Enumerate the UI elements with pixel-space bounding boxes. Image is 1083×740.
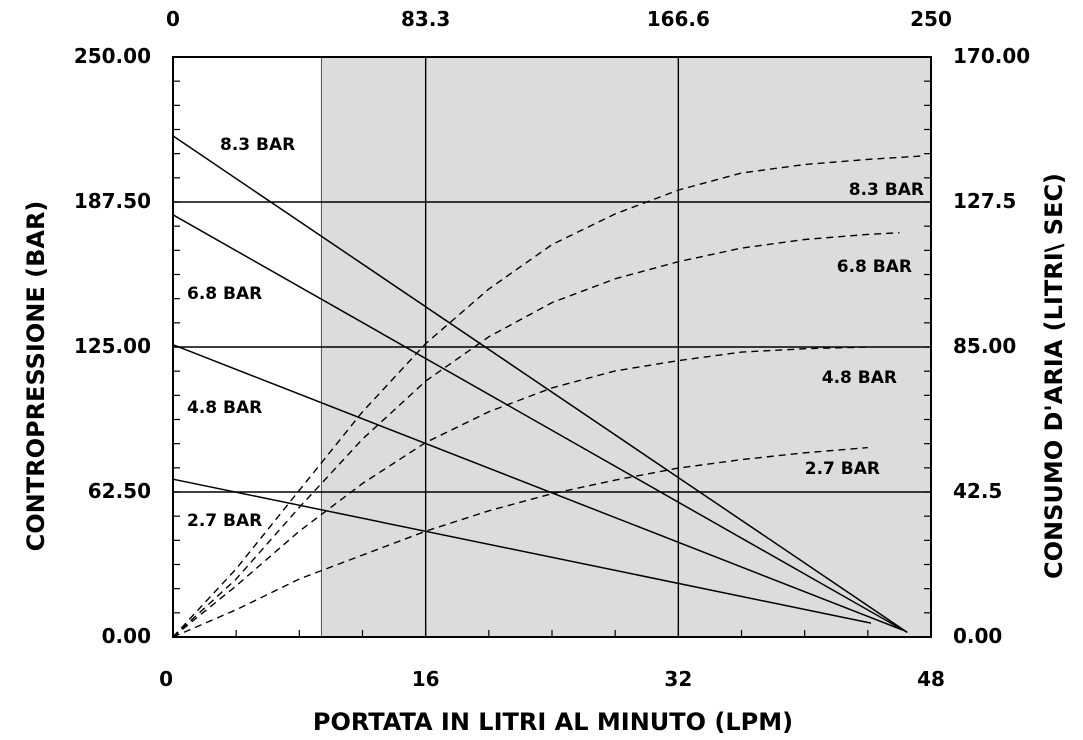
pressure-line-48 (172, 344, 903, 631)
air-consumption-line-68 (172, 232, 900, 638)
x-bottom-tick-label: 32 (664, 667, 692, 691)
y-left-tick-label: 187.50 (74, 189, 151, 213)
y-left-tick-label: 0.00 (102, 624, 151, 648)
pressure-line-27 (172, 478, 872, 624)
left-y-axis-title: CONTROPRESSIONE (BAR) (22, 201, 50, 552)
y-right-tick-label: 0.00 (953, 624, 1002, 648)
pressure-line-83 (172, 135, 908, 634)
air-consumption-series-label: 8.3 BAR (849, 180, 924, 200)
minor-ticks (173, 80, 931, 637)
y-right-tick-label: 85.00 (953, 334, 1016, 358)
y-left-tick-label: 62.50 (88, 479, 151, 503)
gridlines (173, 57, 931, 637)
y-left-tick-label: 125.00 (74, 334, 151, 358)
y-left-tick-label: 250.00 (74, 44, 151, 68)
x-top-tick-label: 0 (166, 7, 180, 31)
x-bottom-tick-label: 48 (917, 667, 945, 691)
x-bottom-tick-label: 0 (159, 667, 173, 691)
air-consumption-series-label: 2.7 BAR (805, 459, 880, 479)
pressure-series-label: 8.3 BAR (220, 135, 295, 155)
x-top-tick-label: 250 (910, 7, 952, 31)
air-consumption-line-27 (172, 446, 868, 638)
tick-labels: 0 16 32 48 0 83.3 166.6 250 0.00 62.50 125.00 187.5… (74, 7, 1030, 691)
right-y-axis-title: CONSUMO D'ARIA (LITRI\ SEC) (1040, 173, 1068, 579)
pressure-series-label: 6.8 BAR (187, 284, 262, 304)
series-lines (172, 135, 924, 638)
plot-frame (172, 56, 932, 638)
x-bottom-tick-label: 16 (412, 667, 440, 691)
pressure-line-68 (172, 214, 908, 634)
x-axis-title: PORTATA IN LITRI AL MINUTO (LPM) (313, 708, 793, 736)
y-right-tick-label: 42.5 (953, 479, 1002, 503)
y-right-tick-label: 170.00 (953, 44, 1030, 68)
x-top-tick-label: 83.3 (401, 7, 450, 31)
pressure-series-label: 4.8 BAR (187, 398, 262, 418)
air-consumption-line-83 (172, 155, 924, 638)
x-top-tick-label: 166.6 (647, 7, 710, 31)
pressure-series-label: 2.7 BAR (187, 511, 262, 531)
series-labels: 8.3 BAR 6.8 BAR 4.8 BAR 2.7 BAR 8.3 BAR 6.8 B… (187, 135, 924, 531)
air-consumption-series-label: 6.8 BAR (837, 257, 912, 277)
air-consumption-series-label: 4.8 BAR (822, 368, 897, 388)
y-right-tick-label: 127.5 (953, 189, 1016, 213)
air-consumption-line-48 (172, 346, 868, 638)
